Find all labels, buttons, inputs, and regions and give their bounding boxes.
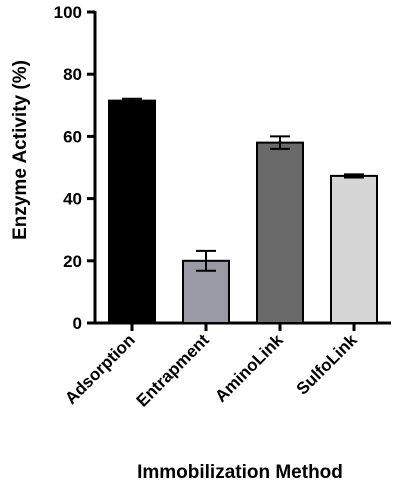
y-tick-label: 0 [73, 314, 82, 333]
x-tick-label: AminoLink [211, 330, 287, 406]
bar [108, 99, 156, 325]
y-tick-label: 40 [63, 190, 82, 209]
bar [330, 174, 378, 324]
bar [256, 141, 304, 324]
y-tick-label: 20 [63, 252, 82, 271]
y-tick-label: 80 [63, 65, 82, 84]
x-tick-label: SulfoLink [293, 330, 362, 399]
y-tick-label: 60 [63, 127, 82, 146]
x-tick-label: Adsorption [61, 330, 139, 408]
x-axis-title: Immobilization Method [137, 462, 343, 483]
y-axis-title: Enzyme Activity (%) [10, 60, 31, 240]
x-tick-label: Entrapment [133, 330, 213, 410]
y-tick-label: 100 [54, 3, 82, 22]
